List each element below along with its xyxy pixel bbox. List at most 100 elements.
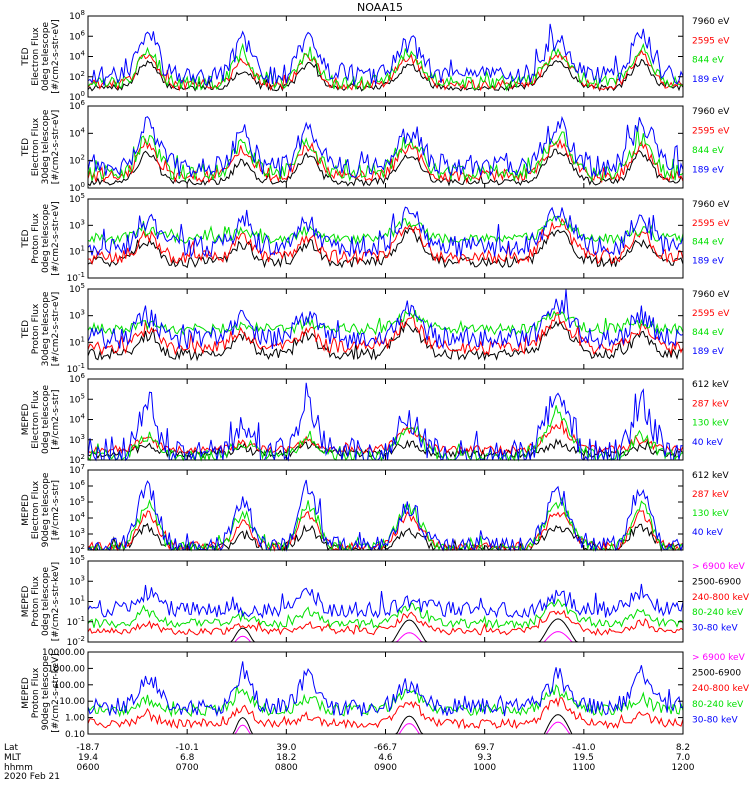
legend-entry: 80-240 keV — [692, 608, 744, 618]
series-trace-3-3 — [87, 289, 684, 351]
y-tick-label: 101 — [69, 595, 85, 608]
legend-entry: 189 eV — [692, 256, 725, 266]
footer-value: 7.0 — [676, 753, 691, 763]
y-tick-base: 10 — [69, 285, 81, 295]
footer-value: 1200 — [672, 763, 695, 773]
footer-value: 1100 — [572, 763, 595, 773]
legend-entry: 40 keV — [692, 528, 724, 538]
footer-value: 0900 — [374, 763, 397, 773]
y-tick-base: 10 — [69, 53, 81, 63]
legend-entry: 844 eV — [692, 328, 725, 338]
y-axis-label-line: TED — [21, 229, 31, 248]
y-tick-base: 10 — [69, 546, 81, 556]
footer-value: 0800 — [275, 763, 298, 773]
y-axis-label-line: 30deg telescope — [41, 291, 51, 366]
y-axis-label-line: MEPED — [21, 404, 31, 436]
y-tick-base: 10 — [67, 365, 79, 375]
y-tick-label: 104 — [69, 413, 85, 426]
y-tick-exp: 5 — [81, 392, 85, 400]
y-tick-base: 10 — [69, 456, 81, 466]
legend-entry: 612 keV — [692, 471, 729, 481]
y-axis-label-line: [#/cm2-s-str-keV] — [51, 562, 61, 641]
series-trace-0-3 — [87, 23, 684, 87]
y-tick-label: 101 — [69, 335, 85, 348]
legend-entry: 30-80 keV — [692, 715, 738, 725]
y-tick-label: 105 — [69, 554, 85, 567]
panel-frame — [87, 198, 684, 279]
y-axis-label-line: Proton Flux — [31, 667, 41, 718]
footer-value: 0600 — [77, 763, 100, 773]
footer-row-label: hhmm — [4, 763, 33, 773]
footer-value: 8.2 — [676, 743, 690, 753]
y-axis-label-line: Electron Flux — [31, 480, 41, 539]
legend-entry: 844 eV — [692, 238, 725, 248]
legend-entry: 130 keV — [692, 509, 729, 519]
y-axis-label-line: 0deg telescope — [41, 22, 51, 92]
footer-row-label: MLT — [4, 753, 22, 763]
y-tick-exp: 4 — [81, 50, 86, 58]
y-axis-label-line: MEPED — [21, 677, 31, 709]
y-tick-exp: 1 — [81, 335, 85, 343]
y-tick-base: 10 — [69, 248, 81, 258]
series-trace-0-0 — [87, 58, 684, 92]
y-tick-base: 10 — [69, 32, 81, 42]
legend-entry: 7960 eV — [692, 107, 730, 117]
series-trace-6-1 — [214, 618, 600, 643]
y-axis-label-line: [#/cm2-s-str-eV] — [51, 110, 61, 185]
footer-value: -66.7 — [374, 743, 397, 753]
y-axis-label-line: Electron Flux — [31, 117, 41, 176]
figure-title: NOAA15 — [357, 1, 403, 14]
legend-entry: 2595 eV — [692, 36, 730, 46]
y-tick-base: 10 — [69, 312, 81, 322]
y-tick-base: 10 — [67, 638, 79, 648]
y-tick-label: 100.00 — [54, 681, 86, 691]
y-axis-label-line: [#/cm2-s-str] — [51, 480, 61, 540]
y-tick-exp: -1 — [78, 615, 85, 623]
y-tick-label: 10-1 — [67, 615, 85, 628]
y-tick-exp: 6 — [81, 99, 86, 107]
y-axis-label-line: Proton Flux — [31, 576, 41, 627]
y-axis-label-line: Electron Flux — [31, 390, 41, 449]
panel-frame — [87, 560, 684, 643]
y-tick-base: 10 — [67, 618, 79, 628]
series-trace-7-4 — [87, 661, 684, 718]
footer-value: 1000 — [473, 763, 496, 773]
legend-entry: 2500-6900 — [692, 577, 741, 587]
y-tick-label: 102 — [69, 543, 85, 556]
y-tick-label: 106 — [69, 29, 85, 42]
y-tick-label: 103 — [69, 433, 85, 446]
legend-entry: 7960 eV — [692, 200, 730, 210]
y-axis-label-line: TED — [21, 320, 31, 339]
y-axis-label-line: [#/cm2-s-str-eV] — [51, 19, 61, 94]
y-tick-base: 10 — [69, 12, 81, 22]
footer-value: 39.0 — [276, 743, 296, 753]
y-axis-label-line: 90deg telescope — [41, 655, 51, 730]
y-axis-label-line: 0deg telescope — [41, 204, 51, 274]
y-tick-label: 103 — [69, 527, 85, 540]
legend-entry: 189 eV — [692, 347, 725, 357]
y-tick-exp: 3 — [81, 309, 85, 317]
y-axis-label-line: 30deg telescope — [41, 109, 51, 184]
footer-row-label: 2020 Feb 21 — [4, 772, 60, 782]
series-trace-5-3 — [87, 479, 684, 552]
y-tick-label: 105 — [69, 192, 85, 205]
y-tick-label: 10-1 — [67, 362, 85, 375]
y-tick-label: 10.00 — [59, 697, 85, 707]
y-tick-exp: 3 — [81, 527, 85, 535]
footer-row-label: Lat — [4, 743, 19, 753]
y-tick-label: 100 — [69, 181, 85, 194]
y-tick-label: 10000.00 — [42, 648, 85, 658]
legend-entry: 612 keV — [692, 380, 729, 390]
y-tick-exp: 7 — [81, 463, 85, 471]
y-tick-exp: -1 — [78, 362, 85, 370]
y-tick-exp: 4 — [81, 126, 86, 134]
y-tick-label: 102 — [69, 70, 85, 83]
y-axis-label-line: [#/cm2-s-str-eV] — [51, 292, 61, 367]
